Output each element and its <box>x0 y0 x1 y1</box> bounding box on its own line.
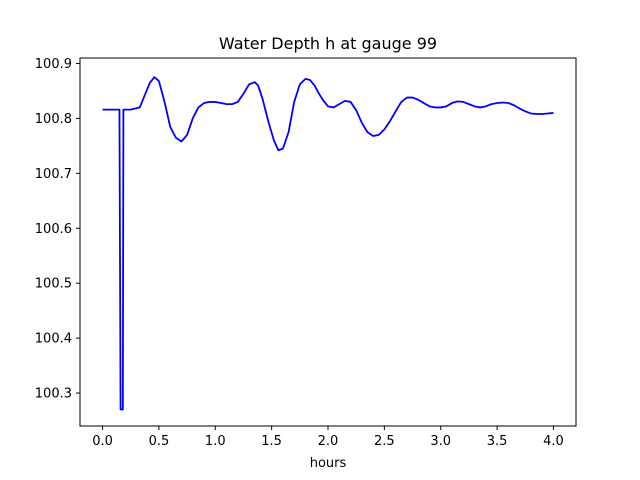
x-axis-ticks: 0.0 0.5 1.0 1.5 2.0 2.5 3.0 3.5 4.0 <box>92 426 564 449</box>
x-tick-label: 3.5 <box>487 434 508 449</box>
x-tick-label: 0.5 <box>149 434 170 449</box>
x-tick-label: 4.0 <box>543 434 564 449</box>
y-tick-label: 100.7 <box>35 167 72 182</box>
y-tick-label: 100.4 <box>35 332 72 347</box>
x-tick-label: 1.0 <box>205 434 226 449</box>
x-tick-label: 0.0 <box>92 434 113 449</box>
y-tick-label: 100.6 <box>35 222 72 237</box>
x-axis-label: hours <box>310 456 347 471</box>
x-tick-label: 2.0 <box>318 434 339 449</box>
y-tick-label: 100.3 <box>35 387 72 402</box>
y-tick-label: 100.9 <box>35 57 72 72</box>
y-tick-label: 100.8 <box>35 112 72 127</box>
x-tick-label: 3.0 <box>430 434 451 449</box>
chart-title: Water Depth h at gauge 99 <box>219 34 437 53</box>
x-tick-label: 1.5 <box>261 434 282 449</box>
y-tick-label: 100.5 <box>35 277 72 292</box>
series-line-0 <box>102 76 554 411</box>
y-axis-ticks: 100.3 100.4 100.5 100.6 100.7 100.8 100.9 <box>35 57 80 402</box>
x-tick-label: 2.5 <box>374 434 395 449</box>
